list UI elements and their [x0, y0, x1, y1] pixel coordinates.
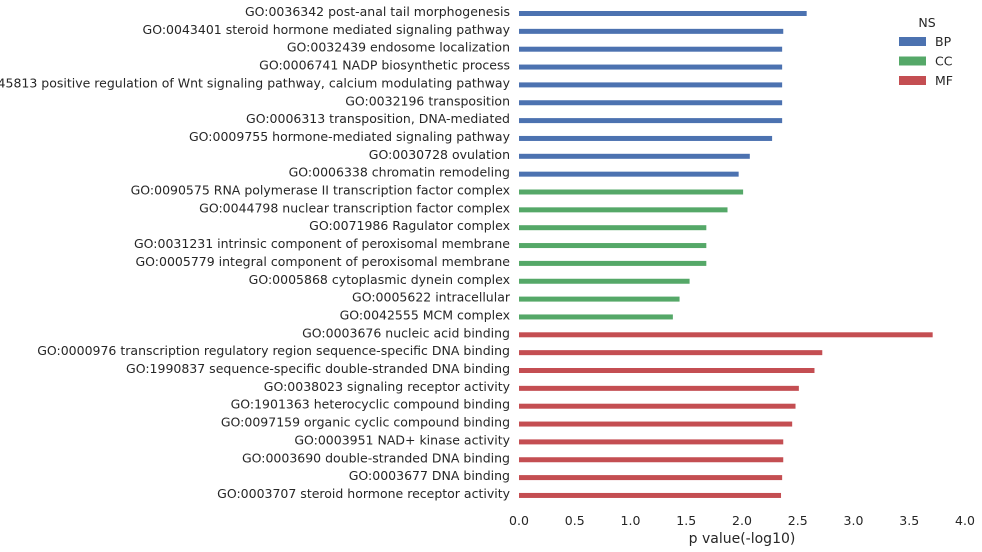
y-tick-label: GO:0006741 NADP biosynthetic process	[259, 58, 510, 73]
bar-26	[519, 457, 784, 463]
y-tick-label: GO:0071986 Ragulator complex	[309, 218, 510, 233]
x-tick-label: 0.5	[565, 513, 585, 528]
y-tick-label: GO:0036342 post-anal tail morphogenesis	[245, 4, 510, 19]
x-tick-label: 1.5	[676, 513, 696, 528]
bar-10	[519, 171, 739, 177]
bar-9	[519, 153, 750, 159]
legend-title: NS	[918, 15, 935, 30]
y-tick-label: GO:1901363 heterocyclic compound binding	[231, 397, 510, 412]
legend-swatch-mf	[899, 76, 926, 85]
bar-3	[519, 46, 783, 52]
y-tick-label: GO:0003690 double-stranded DNA binding	[242, 450, 510, 465]
bar-4	[519, 64, 783, 70]
y-tick-label: GO:0097159 organic cyclic compound bindi…	[221, 415, 510, 430]
y-tick-label: GO:0005622 intracellular	[352, 290, 511, 305]
x-tick-label: 3.0	[844, 513, 864, 528]
y-tick-label: GO:0005779 integral component of peroxis…	[136, 254, 511, 269]
y-tick-label: GO:0030728 ovulation	[369, 147, 510, 162]
y-tick-label: GO:0031231 intrinsic component of peroxi…	[134, 236, 510, 251]
y-tick-label: GO:0006313 transposition, DNA-mediated	[246, 111, 510, 126]
bar-12	[519, 207, 728, 213]
bar-2	[519, 28, 784, 34]
x-tick-label: 2.0	[732, 513, 752, 528]
y-tick-label: GO:0042555 MCM complex	[340, 307, 510, 322]
bar-28	[519, 492, 782, 498]
bar-14	[519, 243, 707, 249]
bar-11	[519, 189, 744, 195]
x-axis-label: p value(-log10)	[689, 531, 796, 547]
y-tick-label: GO:0032196 transposition	[345, 93, 510, 108]
legend-swatch-cc	[899, 56, 926, 66]
bar-21	[519, 368, 815, 373]
bar-18	[519, 314, 673, 320]
y-tick-label: GO:0005868 cytoplasmic dynein complex	[249, 272, 510, 287]
x-tick-label: 4.0	[955, 513, 975, 528]
y-tick-label: GO:0009755 hormone-mediated signaling pa…	[189, 129, 511, 144]
legend-label-cc: CC	[935, 54, 953, 69]
y-tick-label: GO:0043401 steroid hormone mediated sign…	[143, 22, 511, 37]
x-tick-label: 3.5	[899, 513, 919, 528]
y-tick-label: GO:0003677 DNA binding	[349, 468, 510, 483]
x-tick-labels: 0.0 0.5 1.0 1.5 2.0 2.5 3.0 3.5 4.0	[509, 513, 975, 528]
bars-group	[519, 11, 933, 498]
bar-27	[519, 475, 783, 481]
y-tick-label: GO:0000976 transcription regulatory regi…	[37, 343, 510, 358]
y-tick-label: GO:0003707 steroid hormone receptor acti…	[217, 486, 510, 501]
legend-label-mf: MF	[935, 73, 953, 88]
bar-24	[519, 421, 793, 427]
bar-6	[519, 100, 783, 106]
y-tick-label: GO:0044798 nuclear transcription factor …	[199, 200, 510, 215]
bar-17	[519, 296, 680, 302]
x-tick-label: 1.0	[621, 513, 641, 528]
bar-25	[519, 439, 784, 445]
bar-7	[519, 118, 783, 124]
y-tick-label: GO:1990837 sequence-specific double-stra…	[126, 361, 510, 376]
y-tick-label: GO:0003676 nucleic acid binding	[302, 325, 510, 340]
bar-19	[519, 332, 933, 338]
y-tick-labels: GO:0036342 post-anal tail morphogenesis G…	[0, 4, 511, 501]
x-tick-label: 2.5	[788, 513, 808, 528]
y-tick-label: GO:0090575 RNA polymerase II transcripti…	[131, 183, 510, 198]
bar-13	[519, 225, 707, 231]
y-tick-label: GO:0038023 signaling receptor activity	[264, 379, 511, 394]
bar-16	[519, 278, 690, 284]
bar-22	[519, 385, 799, 391]
y-tick-label: GO:0003951 NAD+ kinase activity	[294, 432, 510, 447]
legend-label-bp: BP	[935, 34, 952, 49]
legend-swatch-bp	[899, 37, 926, 46]
y-tick-label: GO:0006338 chromatin remodeling	[289, 165, 510, 180]
legend: NS BP CC MF	[899, 15, 953, 88]
bar-1	[519, 11, 807, 16]
bar-8	[519, 135, 773, 141]
y-tick-label: GO:0032439 endosome localization	[287, 40, 510, 55]
bar-5	[519, 82, 783, 88]
y-tick-label: GO:0045813 positive regulation of Wnt si…	[0, 75, 511, 90]
bar-20	[519, 350, 823, 356]
bar-23	[519, 403, 796, 409]
bar-15	[519, 260, 707, 266]
x-tick-label: 0.0	[509, 513, 529, 528]
